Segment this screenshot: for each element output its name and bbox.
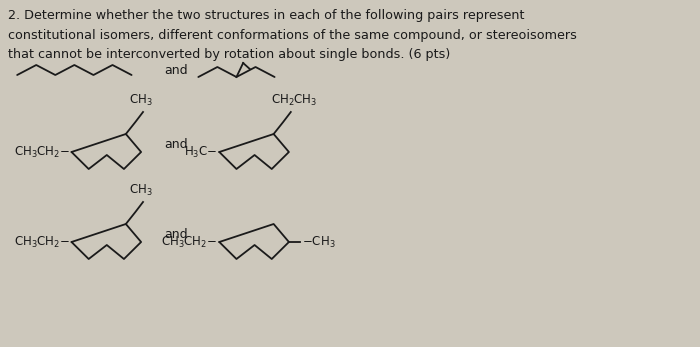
Text: and: and: [164, 229, 188, 242]
Text: H$_3$C−: H$_3$C−: [184, 144, 218, 160]
Text: CH$_3$: CH$_3$: [130, 93, 153, 108]
Text: CH$_3$CH$_2$−: CH$_3$CH$_2$−: [13, 235, 69, 249]
Text: 2. Determine whether the two structures in each of the following pairs represent: 2. Determine whether the two structures …: [8, 9, 524, 22]
Text: constitutional isomers, different conformations of the same compound, or stereoi: constitutional isomers, different confor…: [8, 28, 577, 42]
Text: and: and: [164, 138, 188, 152]
Text: CH$_2$CH$_3$: CH$_2$CH$_3$: [272, 93, 318, 108]
Text: −CH$_3$: −CH$_3$: [302, 235, 336, 249]
Text: CH$_3$CH$_2$−: CH$_3$CH$_2$−: [161, 235, 218, 249]
Text: CH$_3$CH$_2$−: CH$_3$CH$_2$−: [13, 144, 69, 160]
Text: CH$_3$: CH$_3$: [130, 183, 153, 198]
Text: and: and: [164, 65, 188, 77]
Text: that cannot be interconverted by rotation about single bonds. (6 pts): that cannot be interconverted by rotatio…: [8, 48, 450, 61]
